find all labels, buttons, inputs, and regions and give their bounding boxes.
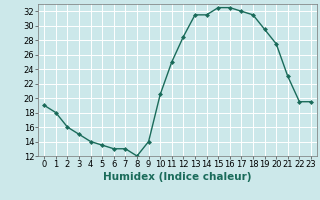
X-axis label: Humidex (Indice chaleur): Humidex (Indice chaleur)	[103, 172, 252, 182]
